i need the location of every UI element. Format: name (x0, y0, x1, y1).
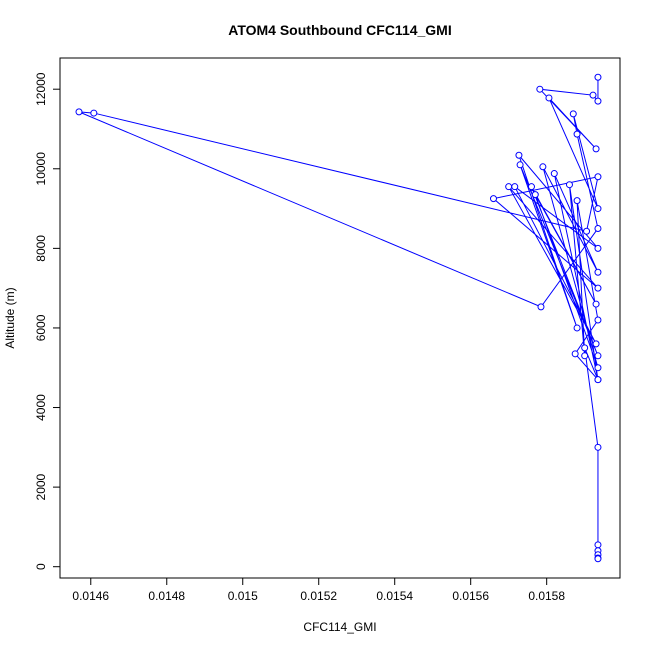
point (594, 541, 602, 549)
y-tick-label: 2000 (34, 473, 48, 500)
chart-title: ATOM4 Southbound CFC114_GMI (228, 22, 452, 38)
x-axis-label: CFC114_GMI (303, 620, 376, 634)
point (516, 161, 524, 169)
point (583, 227, 591, 235)
series-line (78, 77, 599, 559)
point (594, 316, 602, 324)
point (75, 108, 83, 116)
point (594, 555, 602, 563)
point (539, 163, 547, 171)
point (537, 303, 545, 311)
point (594, 376, 602, 384)
point (573, 324, 581, 332)
point (550, 170, 558, 178)
point (594, 73, 602, 81)
x-tick-label: 0.0156 (452, 589, 489, 603)
point (594, 224, 602, 232)
point (594, 443, 602, 451)
point (545, 94, 553, 102)
x-tick-label: 0.0152 (300, 589, 337, 603)
point (515, 151, 523, 159)
point (565, 181, 573, 189)
point (589, 91, 597, 99)
x-tick-label: 0.015 (228, 589, 258, 603)
x-tick-label: 0.0148 (148, 589, 185, 603)
x-tick-label: 0.0146 (72, 589, 109, 603)
point (531, 191, 539, 199)
point (594, 173, 602, 181)
point (581, 344, 589, 352)
point (505, 183, 513, 191)
point (571, 350, 579, 358)
point (592, 300, 600, 308)
point (536, 85, 544, 93)
y-tick-label: 10000 (34, 152, 48, 186)
point (581, 352, 589, 360)
x-tick-label: 0.0158 (528, 589, 565, 603)
y-tick-label: 6000 (34, 314, 48, 341)
plot-box (59, 57, 621, 579)
point (594, 268, 602, 276)
point (90, 109, 98, 117)
point (594, 205, 602, 213)
point (594, 284, 602, 292)
point (594, 364, 602, 372)
point (573, 197, 581, 205)
point (569, 110, 577, 118)
point (594, 97, 602, 105)
x-tick-label: 0.0154 (376, 589, 413, 603)
point (573, 130, 581, 138)
point (594, 352, 602, 360)
y-tick-label: 4000 (34, 394, 48, 421)
y-tick-label: 12000 (34, 72, 48, 106)
y-tick-label: 8000 (34, 235, 48, 262)
y-axis-label: Altitude (m) (3, 287, 17, 348)
point (592, 340, 600, 348)
point (511, 183, 519, 191)
point (592, 145, 600, 153)
point (527, 183, 535, 191)
y-tick-label: 0 (34, 563, 48, 570)
point (594, 244, 602, 252)
point (489, 195, 497, 203)
